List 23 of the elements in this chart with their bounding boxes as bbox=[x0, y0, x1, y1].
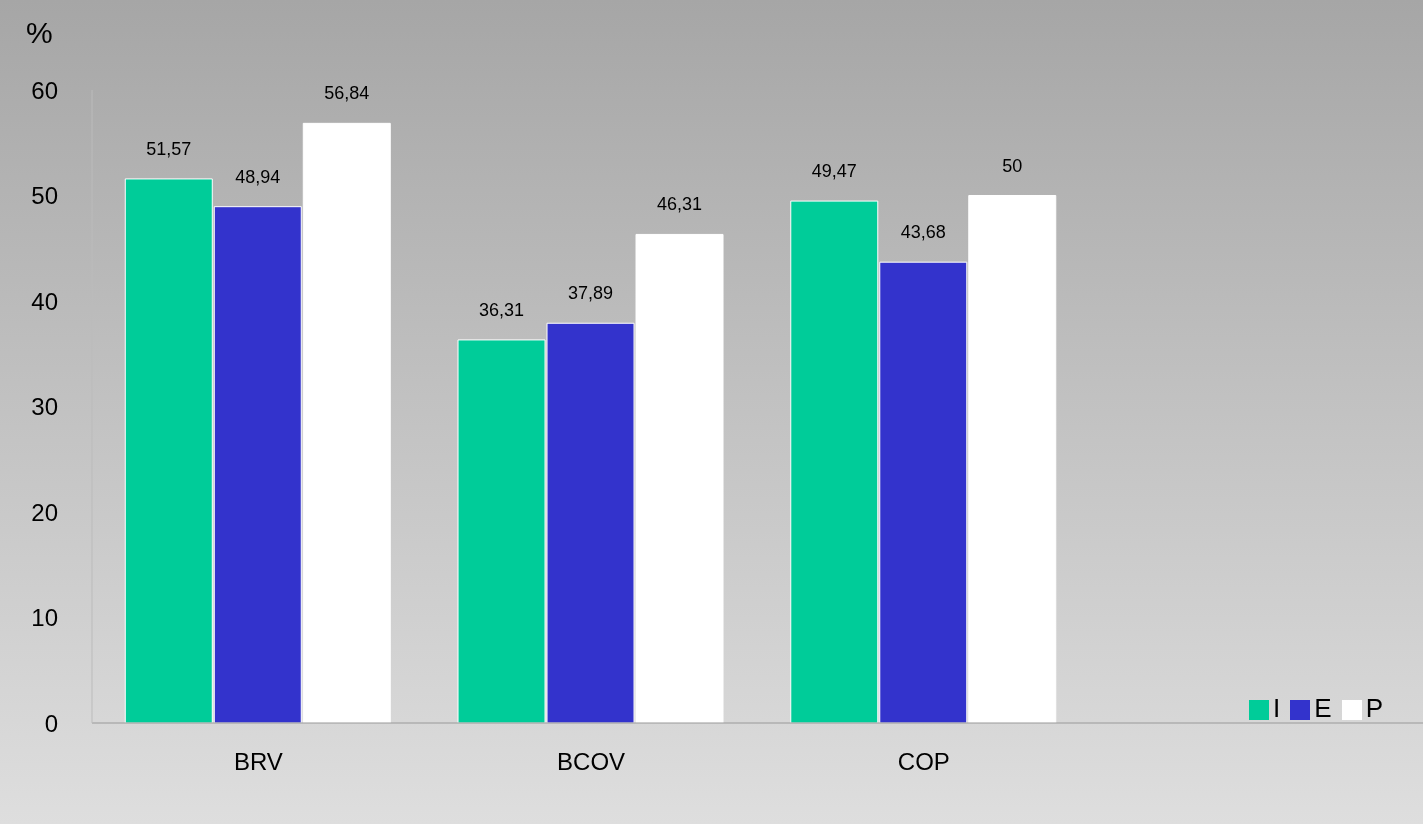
x-tick-label: COP bbox=[897, 748, 950, 776]
data-label: 56,84 bbox=[324, 83, 370, 104]
x-tick-label: BRV bbox=[233, 748, 283, 776]
y-tick-label: 50 bbox=[31, 182, 58, 210]
data-label: 48,94 bbox=[235, 166, 281, 187]
legend-label: P bbox=[1365, 693, 1383, 723]
y-tick-label: 60 bbox=[31, 76, 58, 104]
y-axis-title: % bbox=[26, 16, 53, 50]
legend-label: E bbox=[1314, 693, 1332, 723]
data-label: 37,89 bbox=[568, 283, 614, 304]
y-tick-label: 10 bbox=[31, 604, 58, 632]
x-tick-label: BCOV bbox=[557, 748, 626, 776]
data-label: 36,31 bbox=[479, 299, 525, 320]
y-tick-label: 0 bbox=[44, 709, 58, 737]
data-label: 43,68 bbox=[900, 222, 946, 243]
y-tick-label: 30 bbox=[31, 393, 58, 421]
y-tick-label: 20 bbox=[31, 498, 58, 526]
data-label: 49,47 bbox=[811, 161, 857, 182]
y-tick-label: 40 bbox=[31, 287, 58, 315]
data-label: 50 bbox=[1002, 155, 1023, 176]
legend-label: I bbox=[1273, 693, 1281, 723]
data-label: 51,57 bbox=[146, 138, 192, 159]
data-label: 46,31 bbox=[657, 194, 703, 215]
